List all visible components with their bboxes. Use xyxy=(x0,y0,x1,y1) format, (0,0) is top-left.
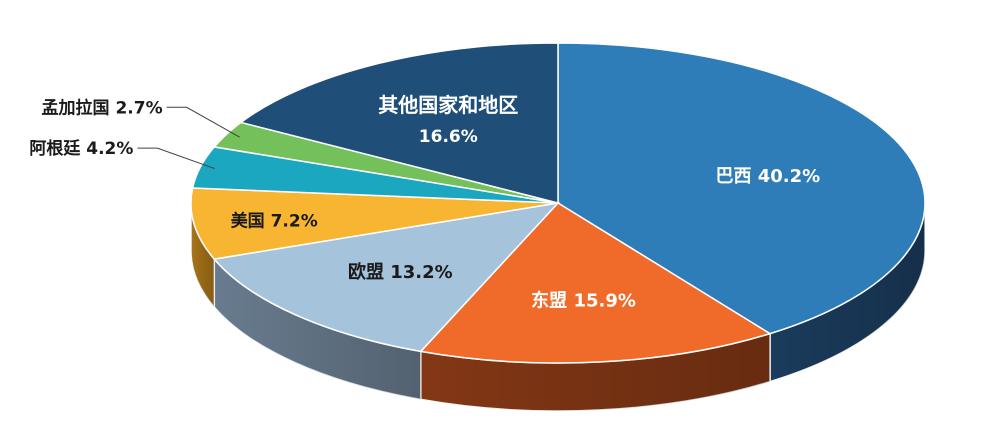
slice-label-5: 孟加拉国 2.7% xyxy=(42,97,163,118)
slice-label-0: 巴西 40.2% xyxy=(715,166,820,187)
pie-side-shade-2 xyxy=(214,259,421,400)
leader-line-4 xyxy=(137,147,215,170)
pie-slice-0 xyxy=(557,42,926,335)
pie-side-shade-3 xyxy=(191,203,215,308)
pie-slice-3 xyxy=(190,187,559,260)
slice-label-3: 美国 7.2% xyxy=(231,210,318,231)
pie-side-shade-0 xyxy=(769,203,925,382)
slice-label-value-6: 16.6% xyxy=(419,127,478,147)
pie-side-shade-1 xyxy=(420,333,770,412)
leader-line-5 xyxy=(166,106,240,138)
slice-label-1: 东盟 15.9% xyxy=(531,289,636,311)
pie-slice-2 xyxy=(212,201,561,353)
pie-slice-6 xyxy=(239,42,559,204)
pie-slice-1 xyxy=(419,202,772,364)
slice-label-2: 欧盟 13.2% xyxy=(348,261,453,283)
slice-label-4: 阿根廷 4.2% xyxy=(29,138,133,159)
slice-label-name-6: 其他国家和地区 xyxy=(378,93,518,117)
